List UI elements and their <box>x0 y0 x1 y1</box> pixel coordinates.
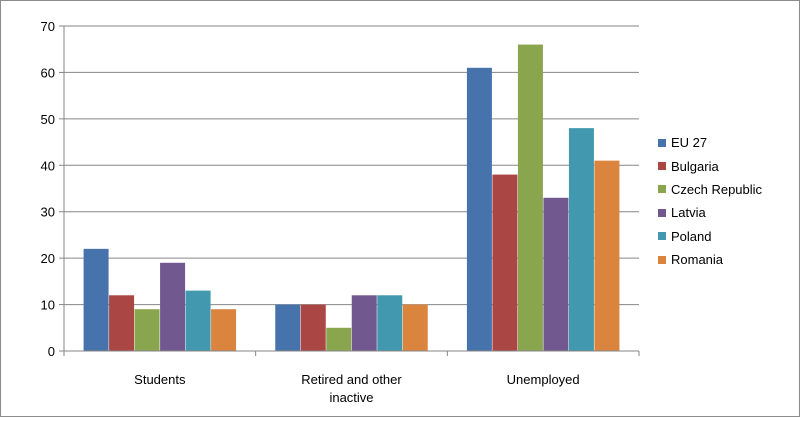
bars <box>83 44 620 352</box>
bar <box>275 304 301 351</box>
bar <box>402 304 428 351</box>
bar <box>160 262 186 351</box>
y-tick-label: 20 <box>41 251 55 266</box>
bar <box>466 67 492 352</box>
bar <box>134 309 160 351</box>
legend-label: Bulgaria <box>671 158 719 174</box>
legend-label: Czech Republic <box>671 181 763 197</box>
legend-label: Poland <box>671 228 712 244</box>
gridlines <box>64 25 639 306</box>
y-tick-label: 40 <box>41 158 55 173</box>
x-category-label: Students <box>134 372 186 387</box>
bar <box>492 174 518 351</box>
bar <box>517 44 543 351</box>
bar <box>543 197 569 351</box>
y-tick-label: 50 <box>41 112 55 127</box>
y-tick-label: 60 <box>41 65 55 80</box>
legend-label: Romania <box>671 252 724 268</box>
x-category-label: Retired and other <box>301 372 402 387</box>
bar <box>300 304 326 351</box>
y-tick-label: 30 <box>41 205 55 220</box>
legend-swatch <box>658 255 666 264</box>
bar <box>109 295 135 351</box>
legend-label: Latvia <box>671 205 706 221</box>
legend-item: Bulgaria <box>658 154 762 177</box>
bar <box>185 290 211 351</box>
x-category-label: inactive <box>329 390 373 405</box>
bar <box>594 160 620 351</box>
legend-swatch <box>658 162 666 171</box>
bar <box>326 327 352 351</box>
y-tick-label: 70 <box>41 19 55 34</box>
axes: 0 10 20 30 40 50 60 70 Students Retired and other… <box>41 19 640 405</box>
legend-item: Poland <box>658 225 762 248</box>
legend: EU 27 Bulgaria Czech Republic Latvia Poland R… <box>658 131 762 271</box>
bar <box>568 128 594 351</box>
legend-swatch <box>658 232 666 241</box>
y-tick-label: 10 <box>41 298 55 313</box>
legend-item: Latvia <box>658 201 762 224</box>
bar <box>377 295 403 351</box>
legend-item: Romania <box>658 248 762 271</box>
legend-swatch <box>658 138 666 147</box>
y-tick-label: 0 <box>48 344 55 359</box>
legend-swatch <box>658 208 666 217</box>
bar <box>211 309 237 351</box>
legend-label: EU 27 <box>671 135 708 151</box>
legend-swatch <box>658 185 666 194</box>
bar <box>351 295 377 351</box>
legend-item: EU 27 <box>658 131 762 154</box>
x-category-label: Unemployed <box>507 372 580 387</box>
bar <box>83 248 109 351</box>
legend-item: Czech Republic <box>658 178 762 201</box>
